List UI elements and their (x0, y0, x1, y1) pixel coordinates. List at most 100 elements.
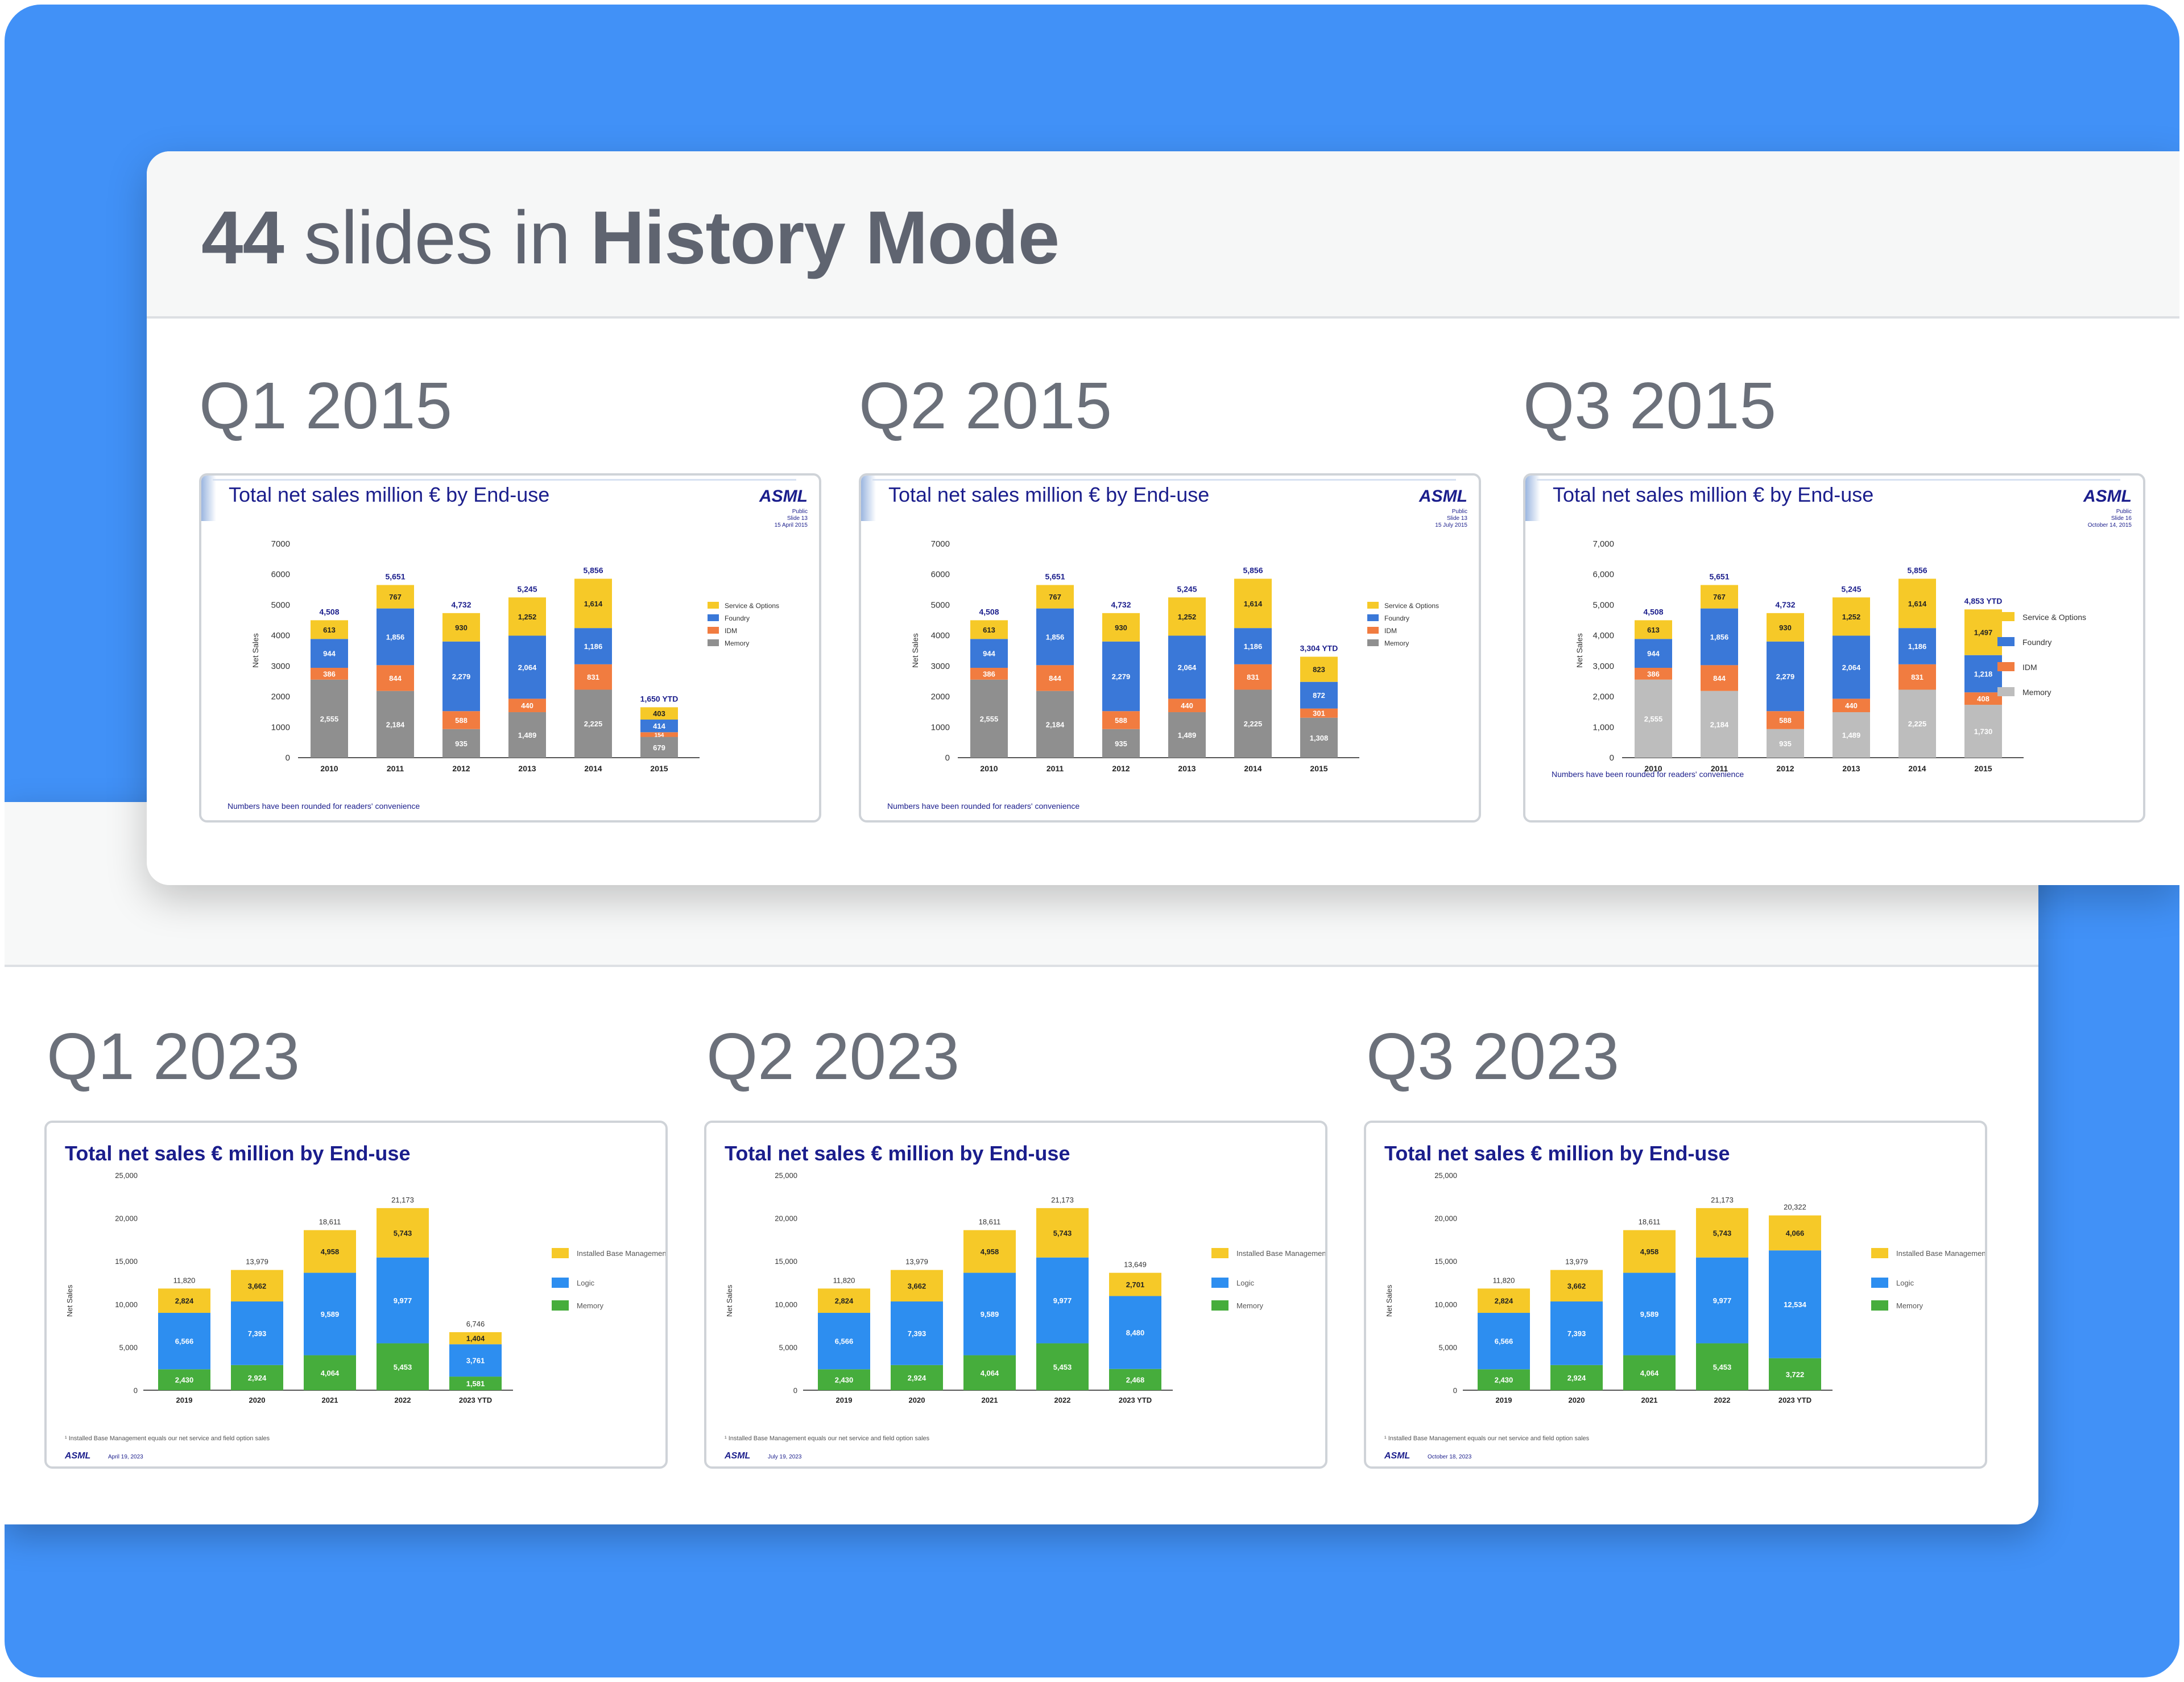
slide-thumbnail-q1-2023[interactable]: Total net sales € million by End-use 25,0… (44, 1121, 668, 1469)
x-tick-label: 2014 (584, 764, 602, 773)
bar-segment (442, 729, 480, 758)
data-label: 944 (1647, 650, 1660, 658)
data-label: 4,064 (981, 1369, 999, 1377)
data-label: 1,497 (1974, 629, 1993, 637)
bar-segment (158, 1288, 210, 1313)
slide-thumbnail-q2-2015[interactable]: Total net sales million € by End-use ASML… (859, 473, 1481, 823)
bar-segment (818, 1369, 870, 1390)
bar-segment (311, 639, 348, 668)
slide-thumbnail-q3-2015[interactable]: Total net sales million € by End-use ASML… (1523, 473, 2145, 823)
y-tick-label: 4000 (271, 631, 290, 640)
data-label: 935 (1115, 739, 1127, 748)
y-tick-label: 5,000 (1438, 1343, 1457, 1352)
slide-thumbnail-q3-2023[interactable]: Total net sales € million by End-use 25,0… (1364, 1121, 1987, 1469)
mode-name: History Mode (590, 196, 1060, 279)
y-tick-label: 0 (134, 1386, 138, 1395)
legend-label: IDM (725, 627, 737, 635)
y-tick-label: 15,000 (1434, 1257, 1457, 1266)
legend-swatch (1367, 602, 1379, 609)
data-label: 1,856 (1710, 633, 1729, 642)
bar-segment (1635, 639, 1672, 668)
total-label: 4,853 YTD (1964, 596, 2003, 605)
legend-label: Memory (1384, 639, 1409, 647)
data-label: 4,958 (321, 1247, 340, 1256)
bar-segment (1300, 681, 1338, 709)
slide-thumbnail-q1-2015[interactable]: Total net sales million € by End-use ASML… (199, 473, 821, 823)
page-title: 44 slides in History Mode (201, 195, 1060, 280)
bar-segment (1109, 1272, 1161, 1296)
data-label: 403 (653, 709, 665, 718)
slide-meta: Slide 16 (2111, 515, 2132, 522)
legend-swatch (1871, 1248, 1888, 1258)
slide-label: Q2 2023 (706, 1019, 960, 1093)
data-label: 1,252 (1178, 613, 1197, 621)
y-tick-label: 25,000 (775, 1171, 797, 1180)
x-tick-label: 2012 (1776, 764, 1794, 773)
data-label: 1,730 (1974, 728, 1993, 736)
y-tick-label: 6000 (931, 570, 950, 580)
data-label: 5,743 (1713, 1229, 1732, 1237)
chart-svg: Total net sales € million by End-use 25,0… (724, 1142, 1325, 1461)
x-tick-label: 2014 (1908, 764, 1926, 773)
bar-segment (970, 668, 1008, 680)
data-label: 2,430 (175, 1376, 194, 1385)
legend-swatch (552, 1300, 569, 1311)
x-tick-label: 2022 (395, 1396, 411, 1404)
x-tick-label: 2015 (650, 764, 668, 773)
data-label: 3,761 (466, 1357, 485, 1365)
x-tick-label: 2023 YTD (1119, 1396, 1152, 1404)
legend-label: Memory (577, 1301, 603, 1310)
bar-segment (963, 1355, 1016, 1390)
data-label: 831 (587, 673, 599, 681)
data-label: 1,252 (1842, 613, 1861, 621)
bar-segment (1478, 1288, 1530, 1313)
legend-swatch (1997, 612, 2015, 621)
data-label: 1,614 (1908, 600, 1927, 608)
y-tick-label: 2000 (271, 692, 290, 702)
slide-meta: Slide 13 (787, 515, 808, 522)
data-label: 154 (655, 732, 664, 738)
bar-segment (377, 608, 414, 666)
data-label: 1,252 (518, 613, 537, 621)
y-tick-label: 0 (286, 753, 290, 763)
total-label: 20,322 (1784, 1203, 1806, 1212)
legend-swatch (1367, 627, 1379, 634)
x-tick-label: 2020 (249, 1396, 266, 1404)
bar-segment (377, 585, 414, 609)
data-label: 5,453 (394, 1363, 412, 1371)
chart-svg: Total net sales million € by End-use ASML… (201, 476, 808, 811)
bar-segment (377, 1343, 429, 1390)
bar-segment (442, 613, 480, 642)
data-label: 679 (653, 743, 665, 752)
y-tick-label: 0 (1453, 1386, 1457, 1395)
data-label: 2,064 (1842, 663, 1861, 672)
bar-segment (1478, 1369, 1530, 1390)
bar-segment (1036, 1208, 1089, 1258)
data-label: 301 (1313, 709, 1325, 718)
y-tick-label: 5,000 (1592, 600, 1614, 610)
data-label: 613 (1647, 626, 1660, 634)
bar-segment (574, 578, 612, 629)
slide-meta: Public (1452, 509, 1467, 515)
bar-segment (1234, 578, 1272, 629)
bar-segment (1701, 665, 1738, 691)
background-frame: Q1 2023 Q2 2023 Q3 2023 Total net sales … (5, 5, 2179, 1677)
bar-segment (1102, 641, 1140, 712)
asml-logo: ASML (724, 1451, 750, 1461)
y-tick-label: 2,000 (1592, 692, 1614, 702)
bar-segment (231, 1270, 283, 1302)
slide-thumbnail-q2-2023[interactable]: Total net sales € million by End-use 25,0… (704, 1121, 1327, 1469)
total-label: 4,732 (1775, 600, 1795, 609)
y-tick-label: 0 (793, 1386, 797, 1395)
data-label: 935 (1779, 739, 1792, 748)
legend-label: Logic (1896, 1279, 1914, 1287)
data-label: 2,279 (1776, 672, 1795, 681)
data-label: 414 (653, 722, 665, 730)
x-tick-label: 2022 (1714, 1396, 1731, 1404)
asml-logo: ASML (759, 487, 808, 506)
y-tick-label: 20,000 (775, 1214, 797, 1223)
bar-segment (1036, 691, 1074, 758)
legend-label: Service & Options (725, 602, 779, 610)
bar-segment (1767, 711, 1804, 729)
slide-title: Total net sales € million by End-use (725, 1142, 1070, 1165)
